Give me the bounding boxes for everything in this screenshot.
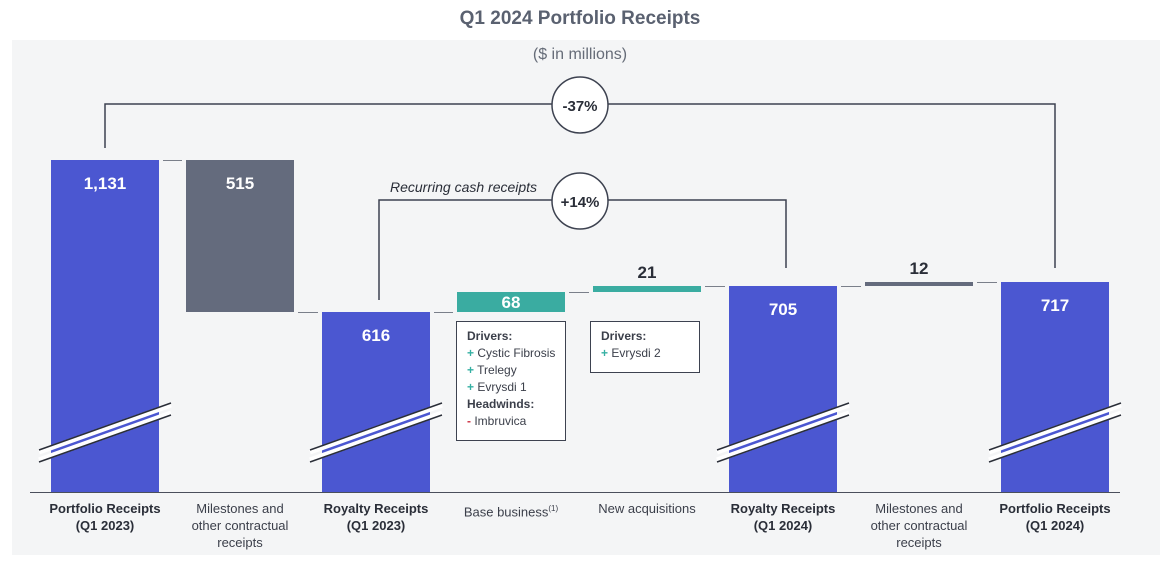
driver-item: + Evrysdi 2 bbox=[601, 346, 661, 360]
driver-item: + Trelegy bbox=[467, 363, 517, 377]
headwinds-heading: Headwinds: bbox=[467, 397, 535, 411]
bar-2 bbox=[186, 160, 294, 312]
category-label: Base business(1) bbox=[463, 504, 559, 520]
category-label: New acquisitions bbox=[598, 501, 696, 516]
category-label: Portfolio Receipts (Q1 2023) bbox=[49, 501, 161, 533]
data-label: 717 bbox=[1041, 296, 1069, 315]
minus-sign: - bbox=[467, 414, 471, 428]
drivers-box-new-acquisitions: Drivers: + Evrysdi 2 bbox=[590, 321, 700, 373]
driver-item: + Evrysdi 1 bbox=[467, 380, 527, 394]
axis-break-line bbox=[309, 402, 443, 451]
axis-break-gap bbox=[38, 402, 172, 455]
bar-3 bbox=[322, 312, 430, 492]
category-label: Royalty Receipts (Q1 2024) bbox=[730, 501, 836, 533]
category-label: Portfolio Receipts (Q1 2024) bbox=[999, 501, 1111, 533]
headwind-item: - Imbruvica bbox=[467, 414, 527, 428]
axis-break-line bbox=[988, 402, 1122, 451]
overall-change-circle bbox=[551, 76, 609, 134]
data-label: 515 bbox=[226, 174, 254, 193]
drivers-heading: Drivers: bbox=[601, 329, 647, 343]
axis-break-gap bbox=[716, 402, 850, 455]
axis-break-gap bbox=[716, 410, 850, 463]
plus-sign: + bbox=[467, 380, 475, 394]
plus-sign: + bbox=[601, 346, 609, 360]
bar-6 bbox=[729, 286, 837, 492]
axis-break-gap bbox=[38, 410, 172, 463]
data-label: 705 bbox=[769, 300, 797, 319]
bar-8 bbox=[1001, 282, 1109, 492]
axis-break-gap bbox=[988, 410, 1122, 463]
category-label: Royalty Receipts (Q1 2023) bbox=[323, 501, 429, 533]
axis-break-line bbox=[38, 414, 172, 463]
axis-break-line bbox=[309, 414, 443, 463]
data-label: 12 bbox=[910, 259, 929, 278]
data-label: 616 bbox=[362, 326, 390, 345]
chart-subtitle: ($ in millions) bbox=[532, 46, 628, 63]
recurring-change-circle bbox=[551, 172, 609, 230]
axis-break-gap bbox=[309, 410, 443, 463]
axis-break-line bbox=[716, 414, 850, 463]
data-label: 21 bbox=[638, 263, 657, 282]
drivers-box-base-business: Drivers: + Cystic Fibrosis + Trelegy + E… bbox=[456, 321, 566, 441]
recurring-change-label: +14% bbox=[561, 194, 600, 211]
axis-break-line bbox=[716, 402, 850, 451]
axis-break-gap bbox=[309, 402, 443, 455]
axis-break-line bbox=[38, 402, 172, 451]
overall-change-label: -37% bbox=[562, 98, 597, 115]
plus-sign: + bbox=[467, 363, 475, 377]
category-label: Milestones and other contractual receipts bbox=[191, 501, 289, 550]
plus-sign: + bbox=[467, 346, 475, 360]
driver-item: + Cystic Fibrosis bbox=[467, 346, 556, 360]
bar-7 bbox=[865, 282, 973, 286]
axis-break-gap bbox=[988, 402, 1122, 455]
recurring-annotation-label: Recurring cash receipts bbox=[390, 179, 537, 195]
drivers-heading: Drivers: bbox=[467, 329, 513, 343]
data-label: 68 bbox=[502, 293, 521, 312]
bar-5 bbox=[593, 286, 701, 292]
axis-break-line bbox=[988, 414, 1122, 463]
chart-title: Q1 2024 Portfolio Receipts bbox=[459, 8, 701, 29]
bar-4 bbox=[457, 292, 565, 312]
category-label: Milestones and other contractual receipts bbox=[870, 501, 968, 550]
data-label: 1,131 bbox=[84, 174, 127, 193]
